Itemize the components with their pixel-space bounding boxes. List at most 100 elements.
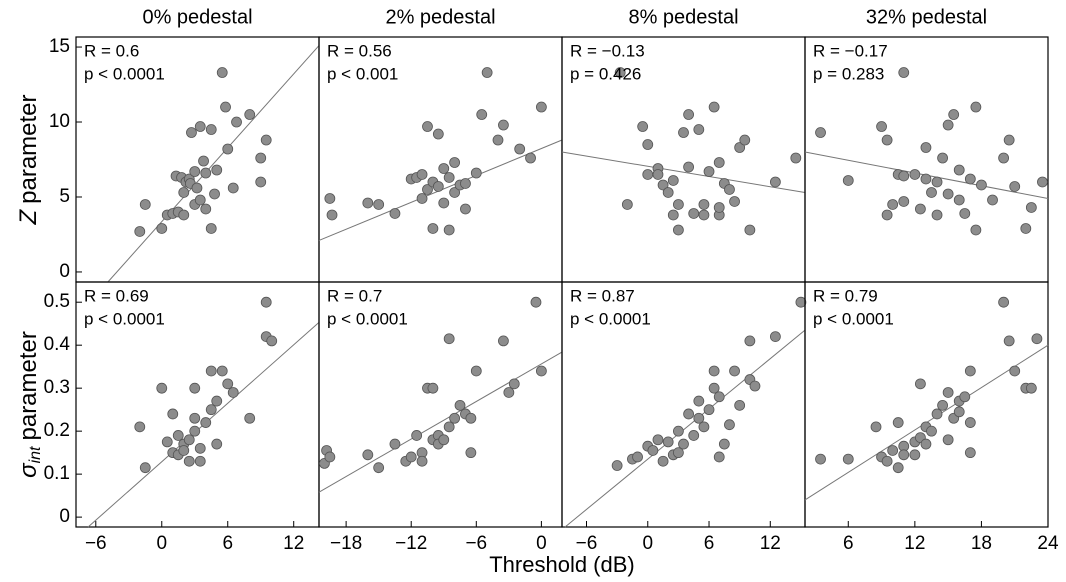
annotation: R = −0.17 [813,41,888,60]
data-point [525,152,536,164]
y-tick-label: 0.5 [44,291,70,312]
data-point [443,333,455,345]
data-point [189,382,201,394]
data-point [220,101,231,113]
data-point [842,175,854,186]
annotation: R = 0.69 [84,286,149,305]
data-point [611,460,623,471]
annotation: p < 0.0001 [84,309,165,328]
data-point [744,224,756,236]
data-point [698,199,710,210]
x-tick-label: 6 [843,533,854,554]
data-point [964,173,976,185]
data-point [178,445,190,456]
data-point [662,436,674,448]
data-point [887,445,899,456]
y-tick-label: 0.3 [44,377,70,398]
data-point [1025,202,1037,213]
data-point [898,449,910,461]
data-point [683,408,695,420]
data-point [937,152,948,164]
data-point [942,188,954,200]
data-point [909,449,921,461]
data-point [693,395,705,407]
data-point [1003,335,1015,347]
data-point [205,223,217,234]
data-point [698,209,710,221]
data-point [724,184,735,195]
data-point [492,134,504,146]
trend-line [318,351,563,493]
x-tick-label: 0 [642,533,653,554]
data-point [948,109,960,120]
y-axis-label: σint parameter [15,331,44,478]
data-point [898,170,910,182]
data-point [183,455,195,467]
data-point [167,408,179,420]
data-point [449,187,461,198]
data-point [713,157,725,168]
data-point [683,109,695,120]
trend-line [561,151,806,193]
data-point [892,417,904,428]
data-point [139,199,151,210]
data-point [255,152,267,164]
data-point [183,434,195,446]
data-point [815,453,826,465]
data-point [713,391,725,403]
data-point [881,209,893,221]
data-point [186,127,197,138]
annotation: R = −0.13 [570,41,645,60]
data-point [470,167,482,179]
data-point [795,296,807,308]
data-point [222,143,234,155]
data-point [535,101,547,113]
data-point [231,116,242,128]
data-point [881,134,893,146]
data-point [953,164,965,176]
data-point [373,462,385,474]
data-point [443,421,455,433]
data-point [678,127,689,138]
data-point [432,181,444,192]
data-point [244,109,256,120]
x-tick-label: 0 [156,533,167,554]
data-point [667,175,679,186]
x-tick-label: 0 [536,533,547,554]
x-tick-label: −12 [395,533,427,554]
data-point [227,387,239,398]
panel-frame [804,281,1049,528]
data-point [416,455,428,467]
data-point [920,142,932,153]
data-point [244,412,256,424]
data-point [1037,176,1048,188]
y-tick-label: 0.1 [44,463,70,484]
data-point [465,412,477,424]
data-point [205,124,217,135]
data-point [205,365,217,377]
annotation: R = 0.79 [813,286,878,305]
data-point [998,152,1010,164]
data-point [729,365,740,377]
data-point [481,67,493,78]
data-point [667,209,679,221]
annotation: p < 0.0001 [327,309,408,328]
data-point [189,166,201,177]
data-point [698,421,710,433]
data-point [931,176,943,188]
x-tick-label: −18 [330,533,362,554]
data-point [688,208,700,219]
x-tick-label: −6 [85,533,107,554]
data-point [652,169,664,180]
data-point [216,365,228,377]
data-point [422,121,433,132]
data-point [876,121,887,132]
data-point [842,453,854,465]
data-point [362,197,374,209]
data-point [898,67,910,78]
data-point [708,382,720,394]
data-point [870,421,882,433]
data-point [662,187,674,198]
y-tick-label: 5 [59,186,70,207]
